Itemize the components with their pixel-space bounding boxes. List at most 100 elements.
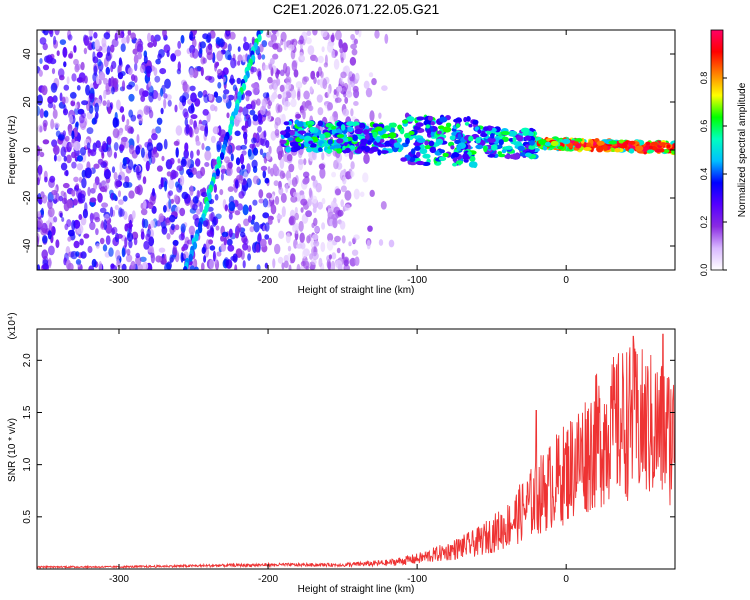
spectrogram-cell	[139, 256, 147, 262]
spectrogram-cell	[118, 57, 122, 66]
spectrogram-cell	[145, 160, 150, 172]
spectrogram-cell	[301, 249, 307, 259]
spectrogram-cell	[480, 132, 488, 138]
spectrogram-cell	[209, 259, 215, 270]
colorbar-tick-label: 0.0	[699, 264, 709, 277]
spectrogram-cell	[282, 62, 288, 74]
spectrogram-cell	[89, 197, 97, 203]
spectrogram-cell	[336, 138, 344, 144]
spectrogram-cell	[212, 250, 216, 262]
spectrogram-cell	[212, 126, 220, 135]
spectrogram-cell	[622, 141, 628, 146]
spectrogram-cell	[234, 179, 239, 189]
snr-xlabel: Height of straight line (km)	[298, 584, 415, 595]
spectrogram-cell	[343, 91, 347, 98]
spectrogram-cell	[402, 119, 409, 124]
spectrogram-cell	[267, 76, 273, 84]
spectrogram-cell	[146, 142, 154, 152]
spectrogram-cell	[208, 213, 214, 222]
spectrogram-cell	[342, 176, 347, 185]
spectrogram-cell	[308, 233, 312, 242]
spectrogram-cell	[142, 176, 147, 185]
spectrogram-cell	[109, 206, 114, 218]
spectrogram-cell	[520, 127, 530, 133]
spectrogram-cell	[343, 137, 349, 142]
colorbar-ticks: 0.0 0.2 0.4 0.6 0.8	[699, 72, 727, 277]
spectrogram-cell	[247, 245, 252, 253]
spectrogram-cell	[334, 97, 342, 103]
spectrogram-cell	[337, 263, 343, 270]
spectrogram-cell	[270, 33, 277, 43]
spectrogram-cell	[306, 146, 313, 153]
spectrogram-cell	[268, 63, 273, 70]
spectrogram-cell	[279, 158, 285, 170]
spectrogram-cell	[455, 160, 464, 165]
spectrogram-cell	[94, 216, 101, 223]
spectrogram-cell	[228, 201, 236, 212]
spectrogram-cell	[327, 139, 333, 145]
spectrogram-cell	[270, 94, 275, 103]
spectrogram-cell	[342, 149, 348, 154]
spectrogram-cell	[124, 237, 128, 248]
spectrogram-cell	[312, 30, 318, 36]
spectrogram-cell	[354, 30, 359, 36]
spectrogram-cell	[234, 130, 241, 137]
spectrogram-cell	[360, 145, 367, 150]
spectrogram-cell	[334, 50, 339, 57]
spectrogram-cell	[334, 188, 342, 196]
spectrogram-cell	[286, 154, 293, 162]
spectrogram-cell	[285, 90, 291, 97]
spectrogram-cell	[179, 175, 185, 186]
spectrogram-cell	[154, 75, 161, 83]
spectrogram-cell	[288, 264, 292, 270]
spectrogram-cell	[456, 144, 462, 151]
spectrogram-cell	[97, 158, 104, 165]
spectrogram-cell	[54, 30, 60, 36]
spectrogram-cell	[575, 143, 582, 149]
spectrogram-cell	[83, 233, 90, 239]
spectrogram-cell	[63, 192, 67, 203]
spectrogram-cell	[349, 56, 357, 66]
spectrogram-cell	[83, 47, 88, 55]
spectrogram-cell	[63, 84, 70, 91]
spectrogram-cell	[221, 231, 229, 238]
spectrogram-cell	[228, 228, 233, 238]
spectrogram-cell	[596, 146, 604, 153]
spectrogram-cell	[215, 168, 220, 177]
spectrogram-cell	[320, 241, 326, 253]
spectrogram-cell	[252, 199, 258, 206]
spectrogram-cell	[166, 50, 170, 58]
spectrogram-cell	[250, 66, 257, 73]
spectrogram-cell	[215, 213, 222, 220]
spectrogram-cell	[317, 120, 324, 127]
spectrogram-cell	[163, 205, 167, 213]
spectrogram-cell	[136, 43, 144, 53]
spectrogram-cell	[37, 235, 40, 247]
spectrogram-cell	[39, 108, 44, 119]
spectrogram-cell	[137, 174, 142, 181]
spectrogram-cell	[99, 207, 107, 213]
spectrogram-cell	[389, 122, 397, 128]
spectrogram-cell	[352, 85, 359, 93]
spectrogram-cell	[48, 245, 55, 256]
spectrogram-cell	[279, 84, 285, 92]
spectrogram-cell	[264, 110, 271, 116]
spectrogram-cell	[262, 212, 270, 219]
spectrogram-cell	[646, 149, 654, 154]
spectrogram-cell	[274, 129, 280, 136]
spectrogram-cell	[168, 198, 172, 210]
spectrogram-cell	[413, 141, 422, 147]
spectrogram-cell	[268, 84, 273, 90]
spectrogram-cell	[277, 256, 284, 264]
spectrogram-cell	[94, 39, 100, 50]
spectrogram-cell	[290, 195, 298, 203]
spectrogram-cell	[362, 129, 370, 135]
spectrogram-cell	[416, 137, 426, 143]
spectrogram-cell	[183, 111, 189, 120]
spectrogram-cell	[288, 163, 295, 173]
spectrogram-cell	[210, 135, 216, 144]
spectrogram-cell	[92, 56, 99, 64]
spectrogram-cell	[264, 234, 270, 240]
spectrogram-cell	[341, 252, 345, 260]
spectrogram-cell	[248, 204, 252, 213]
